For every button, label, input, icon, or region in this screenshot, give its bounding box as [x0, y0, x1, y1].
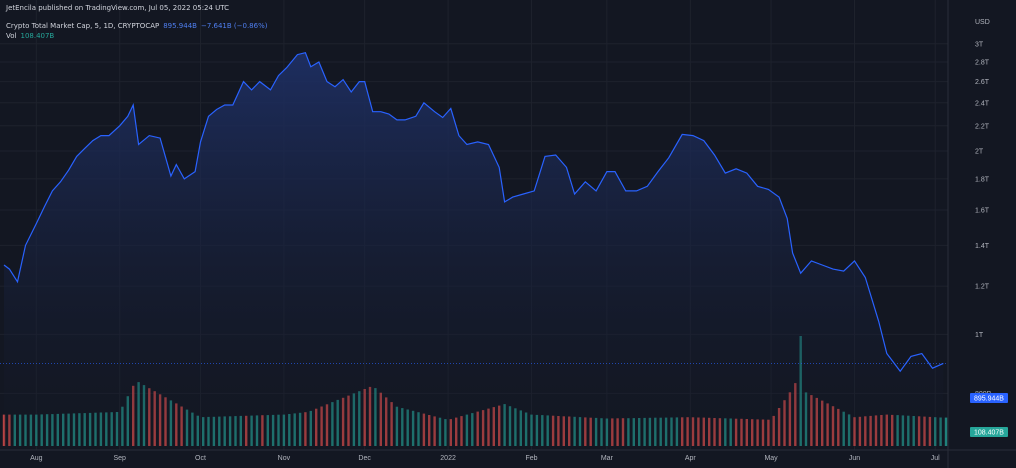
x-tick-label: Dec — [358, 455, 371, 462]
volume-tag-bg — [970, 427, 1008, 437]
x-tick-label: Sep — [113, 455, 126, 462]
y-tick-label: 2.8T — [975, 60, 990, 67]
y-tick-label: 2T — [975, 149, 984, 156]
volume-tag: 108.407B — [974, 430, 1004, 437]
x-tick-label: 2022 — [440, 455, 456, 462]
y-tick-label: 1.6T — [975, 208, 990, 215]
y-tick-label: 2.2T — [975, 123, 990, 130]
x-tick-label: Feb — [525, 455, 537, 462]
x-tick-label: Aug — [30, 455, 43, 462]
currency-label: USD — [975, 19, 990, 26]
x-tick-label: May — [764, 455, 778, 462]
change-value: −7.641B (−0.86%) — [200, 22, 268, 30]
volume-bar — [944, 417, 948, 446]
market-cap-area — [4, 52, 944, 446]
y-tick-label: 2.4T — [975, 100, 990, 107]
y-tick-label: 2.6T — [975, 79, 990, 86]
price-tag: 895.944B — [974, 396, 1004, 403]
last-value: 895.944B — [163, 22, 197, 30]
price-tag-bg — [970, 393, 1008, 403]
y-tick-label: 1.4T — [975, 243, 990, 250]
x-tick-label: Jul — [931, 455, 940, 462]
y-tick-label: 1.8T — [975, 176, 990, 183]
volume-value: 108.407B — [20, 32, 55, 40]
market-cap-line — [3, 51, 944, 373]
x-tick-label: Nov — [278, 455, 291, 462]
x-axis-ticks: Aug Sep Oct Nov Dec 2022 Feb Mar Apr May Jun Jul — [30, 455, 940, 462]
y-tick-label: 1.2T — [975, 284, 990, 291]
y-tick-label: 3T — [975, 41, 984, 48]
x-tick-label: Mar — [601, 455, 614, 462]
y-tick-label: 1T — [975, 332, 984, 339]
symbol-legend: Crypto Total Market Cap, 5, 1D, CRYPTOCA… — [6, 22, 271, 30]
x-tick-label: Oct — [195, 455, 206, 462]
x-tick-label: Apr — [685, 455, 697, 462]
x-tick-label: Jun — [849, 455, 860, 462]
publisher-line: JetEncila published on TradingView.com, … — [6, 4, 230, 12]
volume-legend: Vol 108.407B — [6, 32, 58, 40]
symbol-title[interactable]: Crypto Total Market Cap, 5, 1D, CRYPTOCA… — [6, 22, 160, 30]
volume-label[interactable]: Vol — [6, 32, 17, 40]
